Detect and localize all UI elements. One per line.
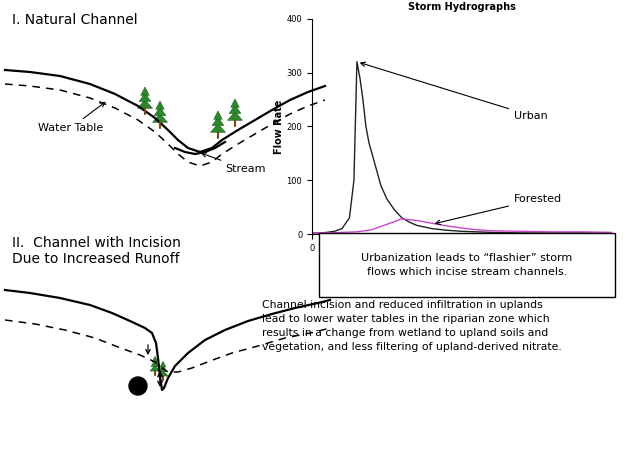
Y-axis label: Flow Rate: Flow Rate (274, 99, 284, 154)
Polygon shape (212, 117, 224, 125)
Polygon shape (154, 107, 166, 116)
Polygon shape (229, 105, 241, 114)
Text: Channel incision and reduced infiltration in uplands
lead to lower water tables : Channel incision and reduced infiltratio… (262, 300, 562, 352)
Polygon shape (160, 361, 166, 367)
Polygon shape (152, 356, 158, 362)
Text: II.  Channel with Incision
Due to Increased Runoff: II. Channel with Incision Due to Increas… (12, 236, 181, 266)
Polygon shape (137, 100, 152, 108)
Polygon shape (228, 112, 243, 120)
Polygon shape (150, 366, 160, 371)
Text: Water Table: Water Table (38, 102, 105, 133)
Polygon shape (152, 114, 167, 122)
Polygon shape (214, 111, 222, 119)
FancyBboxPatch shape (319, 233, 615, 297)
Polygon shape (139, 93, 151, 102)
Polygon shape (210, 124, 225, 132)
Polygon shape (141, 87, 149, 95)
Text: Urban: Urban (361, 62, 548, 121)
Polygon shape (231, 99, 239, 107)
Text: Forested: Forested (436, 194, 562, 225)
Polygon shape (151, 361, 159, 366)
X-axis label: Time: Time (448, 258, 475, 268)
Text: Urbanization leads to “flashier” storm
flows which incise stream channels.: Urbanization leads to “flashier” storm f… (361, 253, 573, 277)
Polygon shape (156, 101, 164, 110)
Text: Stream: Stream (202, 153, 265, 174)
Polygon shape (158, 370, 168, 376)
Title: Urban vs Forested
Storm Hydrographs: Urban vs Forested Storm Hydrographs (408, 0, 515, 12)
Text: I. Natural Channel: I. Natural Channel (12, 13, 138, 27)
Circle shape (129, 377, 147, 395)
Polygon shape (159, 366, 167, 372)
